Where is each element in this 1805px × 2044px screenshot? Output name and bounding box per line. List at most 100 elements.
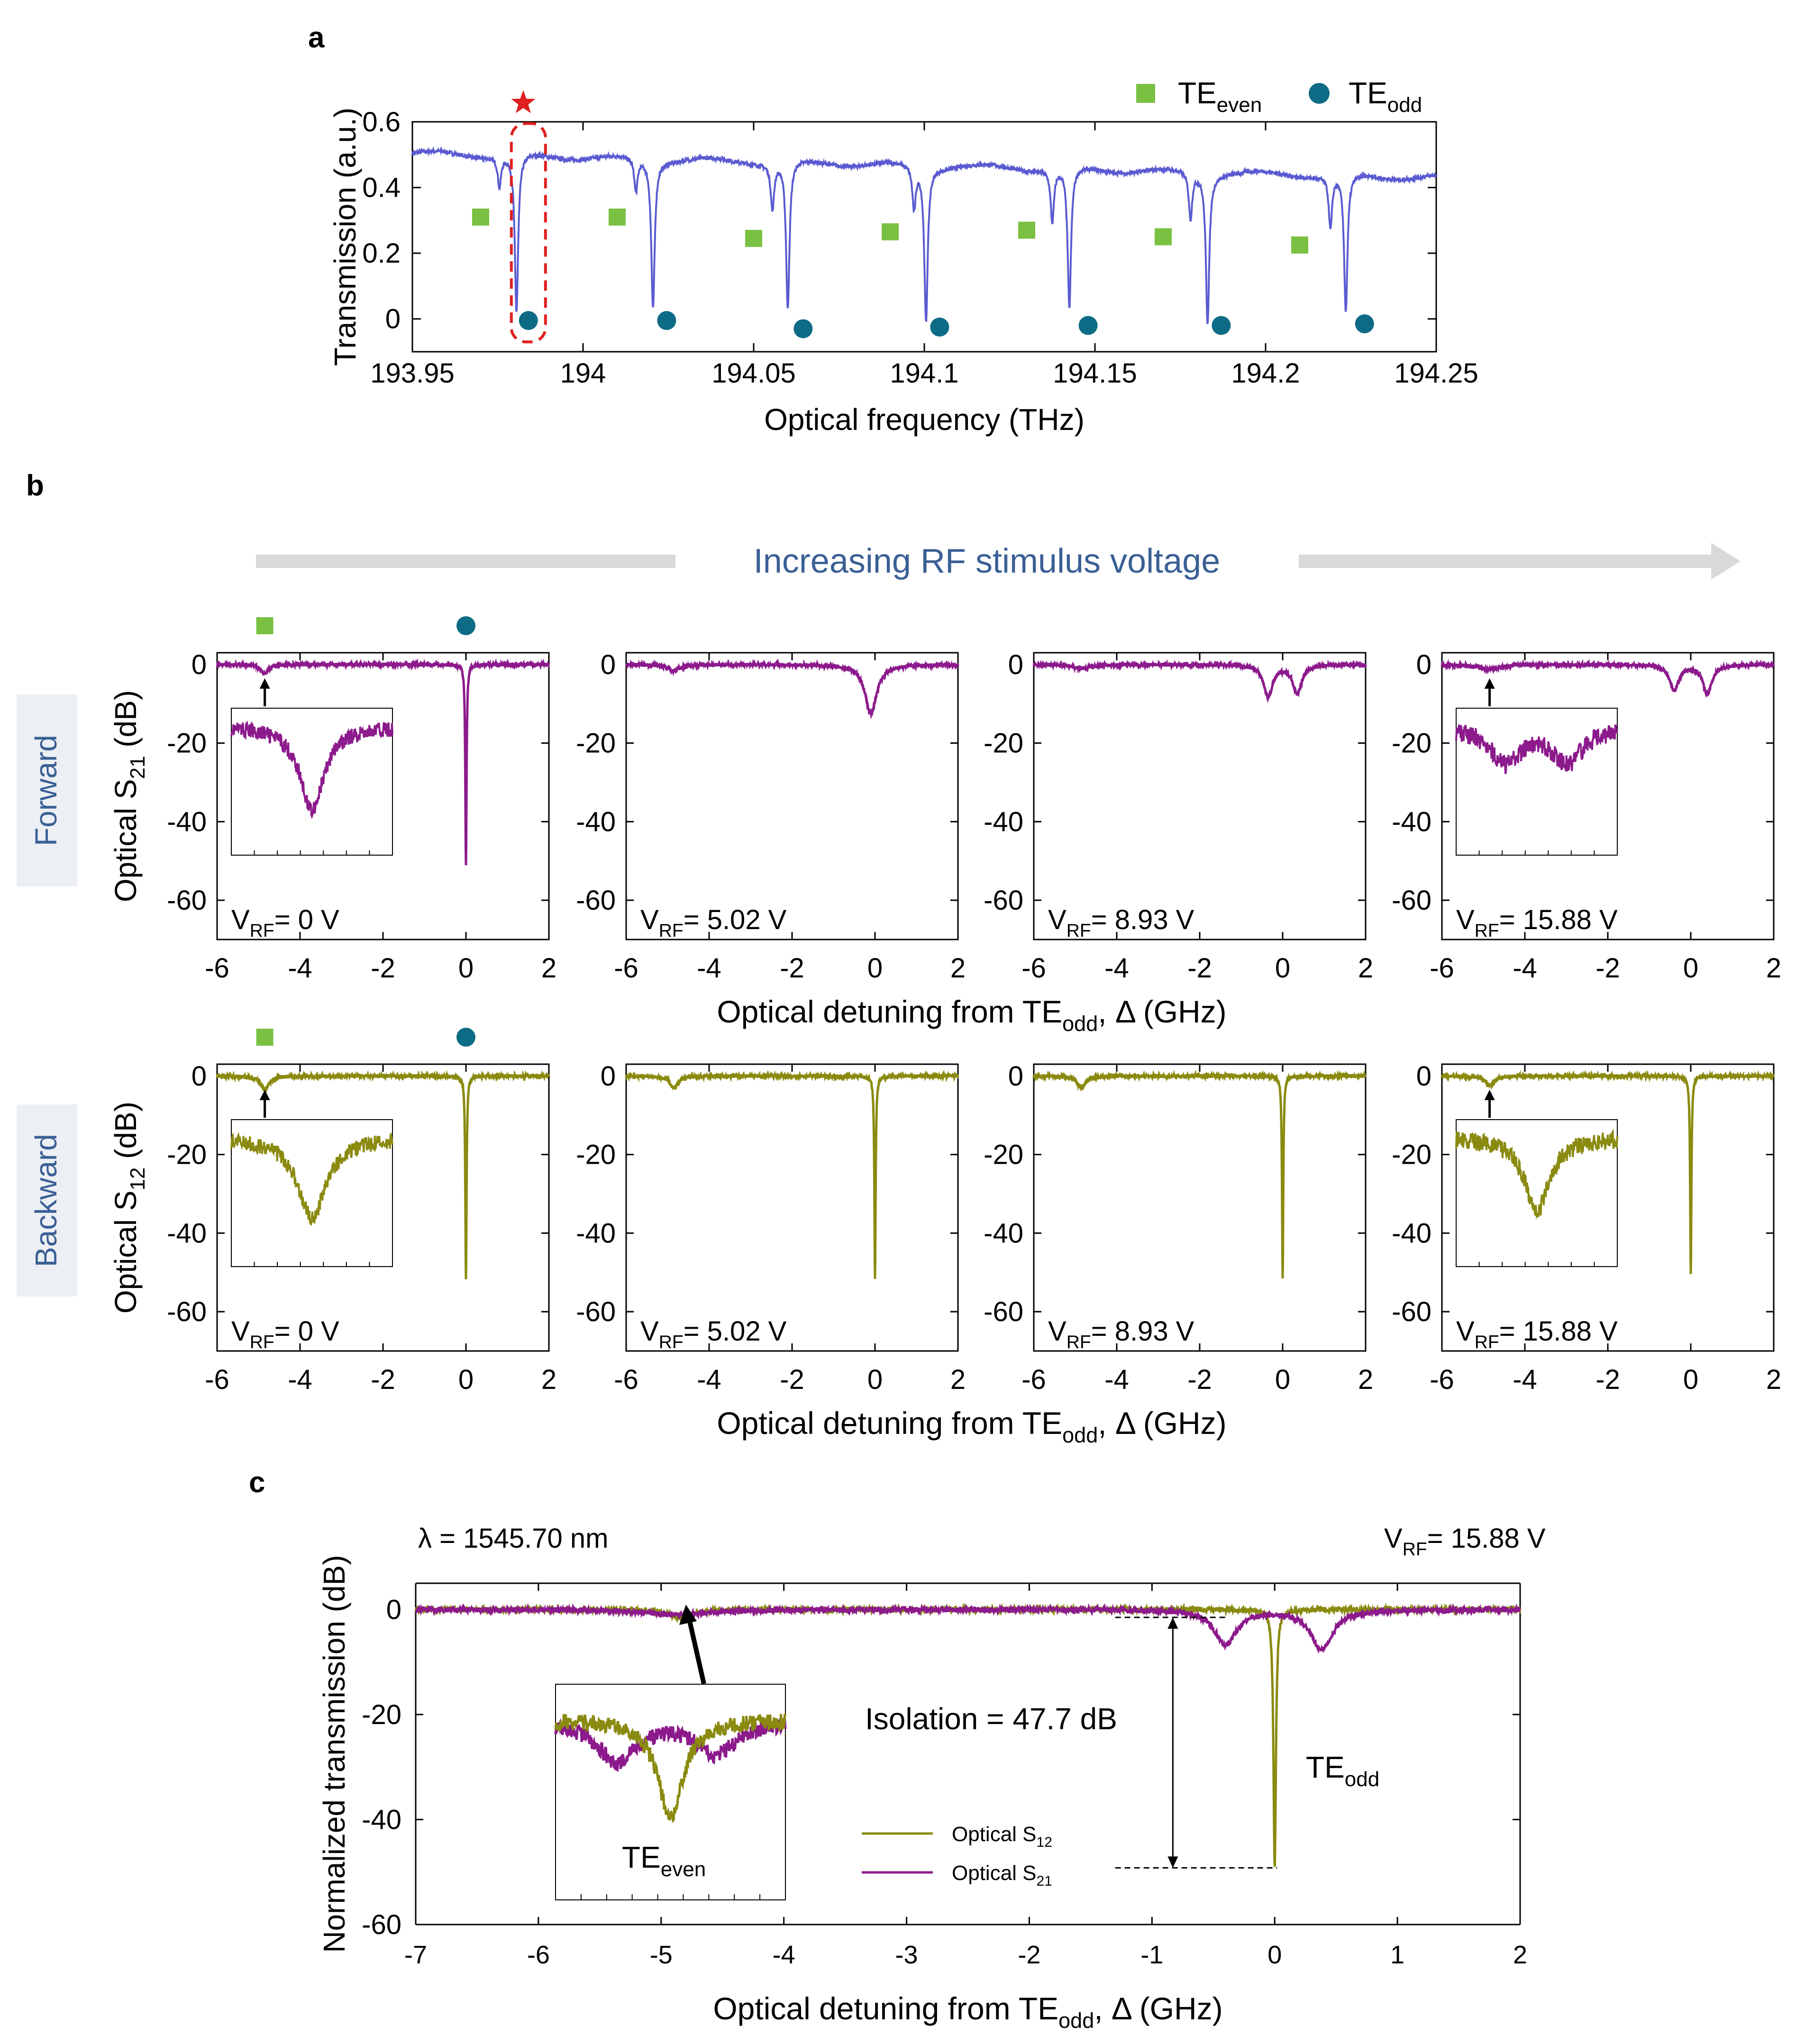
y-tick-label: -40 [984,806,1023,837]
text-subscript: odd [1345,1768,1379,1791]
x-tick-label: -7 [404,1941,427,1969]
text-part: 5.02 V [707,904,787,935]
inset-arrowhead [1484,678,1495,689]
text-part: TE [622,1840,661,1874]
inset [1455,1119,1618,1267]
te-odd-marker [1078,316,1098,335]
trace-line [1440,1069,1775,1274]
y-tick-label: -40 [167,1218,207,1249]
text-part: (dB) [109,690,143,756]
trace-line [1032,1069,1367,1279]
text-subscript: RF [659,1332,684,1352]
inset-trace-line [1455,724,1618,775]
y-tick-label: 0 [385,304,401,335]
y-tick-label: -60 [1392,885,1431,916]
x-tick-label: 194.15 [1053,358,1137,389]
text-part: , Δ (GHz) [1098,994,1226,1029]
te-even-marker [745,229,762,247]
text-part: = [684,904,707,935]
isolation-arrowhead-bottom [1167,1856,1178,1868]
te-odd-marker [456,616,475,635]
y-tick-label: 0 [1416,649,1431,680]
row-label: Forward [29,735,63,846]
panel-label-a: a [308,21,325,54]
x-tick-label: -6 [1021,953,1046,984]
y-tick-label: -40 [576,1218,616,1249]
x-tick-label: 0 [458,1364,474,1395]
x-tick-label: 194.25 [1394,358,1478,389]
inset-c: TEeven [554,1684,787,1900]
x-tick-label: -4 [697,953,721,984]
y-tick-label: -20 [984,1140,1023,1170]
te-even-marker [256,617,273,634]
text-part: 8.93 V [1115,904,1194,935]
y-tick-label: 0.2 [362,238,401,269]
text-part: V [1456,1316,1475,1347]
text-subscript: RF [1067,1332,1091,1352]
row-label: Backward [29,1134,63,1267]
text-part: TE [1178,76,1217,110]
text-part: V [640,1316,659,1347]
te-even-marker [472,208,489,226]
panel-label-b: b [26,469,44,502]
text-part: 8.93 V [1115,1316,1194,1347]
x-tick-label: 193.95 [370,358,454,389]
x-tick-label: -6 [614,1364,638,1395]
te-odd-marker [519,311,538,330]
x-tick-label: 2 [541,953,556,984]
transmission-spectrum-line [411,146,1437,324]
y-tick-label: 0 [1416,1061,1431,1092]
te-odd-marker [1355,314,1374,334]
x-tick-label: -3 [895,1941,918,1969]
te-even-marker [882,223,899,241]
y-tick-label: -40 [1392,1218,1431,1249]
x-tick-label: 2 [950,953,966,984]
text-part: Optical detuning from TE [713,1991,1058,2026]
x-tick-label: -4 [288,1364,312,1395]
te-even-marker [1018,221,1035,239]
subplot-frame [625,1063,959,1352]
x-tick-label: -2 [780,1364,804,1395]
text-part: V [1384,1523,1403,1554]
subplot-frame [1033,652,1367,940]
x-tick-label: -2 [1187,1364,1212,1395]
trace-line [216,1070,550,1279]
text-part: = [274,904,298,935]
x-tick-label: 0 [1275,953,1290,984]
panel-label-c: c [249,1466,265,1499]
x-tick-label: -4 [773,1941,795,1969]
x-tick-label: 0 [867,1364,883,1395]
x-tick-label: -4 [288,953,312,984]
x-tick-label: -6 [1021,1364,1046,1395]
voltage-label: VRF= 5.02 V [640,904,787,941]
x-tick-label: -6 [1430,1364,1454,1395]
te-odd-marker [793,319,813,338]
x-tick-label: 194.05 [711,358,795,389]
text-part: Optical S [952,1862,1037,1885]
y-tick-label: -60 [984,1296,1023,1327]
x-tick-label: 2 [541,1364,556,1395]
y-tick-label: -40 [984,1218,1023,1249]
x-tick-label: -6 [205,1364,229,1395]
text-subscript: 12 [1037,1834,1052,1850]
inset-trace-s21 [554,1717,787,1772]
x-tick-label: 0 [458,953,474,984]
y-tick-label: -20 [167,728,207,759]
y-tick-label: -20 [167,1140,207,1170]
text-part: = [1499,1316,1523,1347]
subplot-frame [625,652,959,940]
x-tick-label: -4 [1513,953,1537,984]
inset [230,708,393,856]
text-subscript: odd [1062,1423,1098,1447]
legend-te-even-label: TEeven [1178,76,1262,117]
x-tick-label: -5 [650,1941,673,1969]
x-tick-label: 194.2 [1231,358,1300,389]
x-tick-label: 2 [1766,953,1781,984]
te-even-label: TEeven [622,1840,706,1881]
x-axis-label: Optical detuning from TEodd, Δ (GHz) [713,1991,1222,2033]
inset-arrowhead [1484,1089,1495,1100]
text-part: = [684,1316,707,1347]
